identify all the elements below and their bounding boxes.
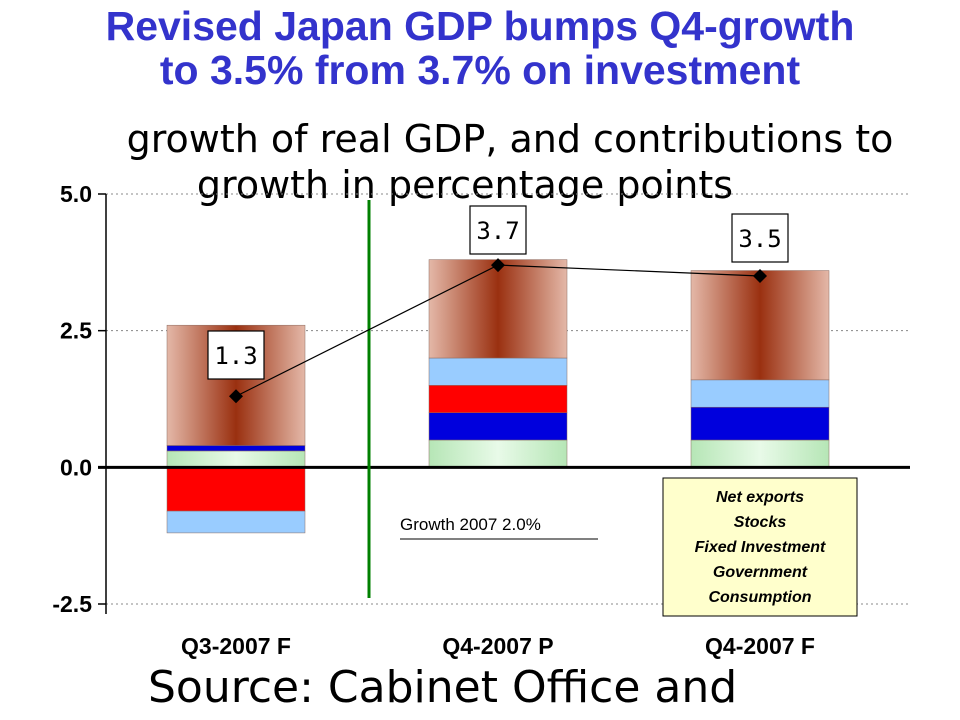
bar-fixed-investment — [428, 412, 568, 441]
bar-fixed-investment — [166, 445, 306, 452]
subtitle-line-2: growth in percentage points — [196, 163, 734, 207]
x-tick-label: Q4-2007 F — [705, 633, 815, 659]
y-tick-label: 5.0 — [60, 181, 92, 207]
bar-stocks — [428, 385, 568, 413]
y-tick-label: 0.0 — [60, 454, 92, 480]
total-line-layer — [229, 258, 767, 404]
value-labels-layer: 1.3 3.7 3.5 — [207, 205, 789, 380]
total-label-box — [731, 213, 789, 263]
x-tick-label: Q4-2007 P — [442, 633, 553, 659]
bar-stocks — [166, 467, 306, 512]
legend-item: Fixed Investment — [695, 539, 826, 556]
legend-box — [662, 477, 858, 617]
source-text: Source: Cabinet Office and — [148, 662, 738, 713]
total-label: 3.5 — [738, 225, 781, 253]
legend-item: Government — [713, 564, 808, 581]
bar-fixed-investment — [690, 406, 830, 441]
total-label-box — [469, 205, 527, 255]
bar-consumption — [428, 259, 568, 359]
legend-item: Consumption — [708, 589, 811, 606]
bars-layer — [166, 259, 830, 534]
bar-government — [166, 450, 306, 468]
page-title: Revised Japan GDP bumps Q4-growth to 3.5… — [0, 4, 960, 92]
title-line-2: to 3.5% from 3.7% on investment — [159, 47, 801, 93]
legend-item: Stocks — [734, 514, 787, 531]
bar-government — [428, 439, 568, 468]
chart-subtitle: growth of real GDP, and contributions to… — [60, 116, 960, 208]
legend: Net exports Stocks Fixed Investment Governm… — [662, 477, 858, 617]
bar-net-exports — [166, 510, 306, 534]
title-line-1: Revised Japan GDP bumps Q4-growth — [105, 3, 855, 49]
bar-net-exports — [428, 357, 568, 386]
total-label: 3.7 — [476, 217, 519, 245]
legend-item: Net exports — [716, 489, 804, 506]
total-label-box — [207, 330, 265, 380]
y-tick-label: -2.5 — [52, 591, 92, 617]
axis-layer: 5.0 2.5 0.0 -2.5 Q3-2007 F Q4-2007 P Q4-2007 F — [52, 181, 910, 659]
total-label: 1.3 — [214, 342, 257, 370]
total-marker — [753, 269, 767, 283]
bar-consumption — [690, 270, 830, 381]
subtitle-line-1: growth of real GDP, and contributions to — [126, 117, 894, 161]
total-marker — [491, 258, 505, 273]
growth-note: Growth 2007 2.0% — [400, 515, 541, 534]
x-tick-label: Q3-2007 F — [181, 633, 291, 659]
bar-net-exports — [690, 379, 830, 408]
total-marker — [229, 389, 243, 404]
y-tick-label: 2.5 — [60, 318, 92, 344]
bar-government — [690, 439, 830, 468]
